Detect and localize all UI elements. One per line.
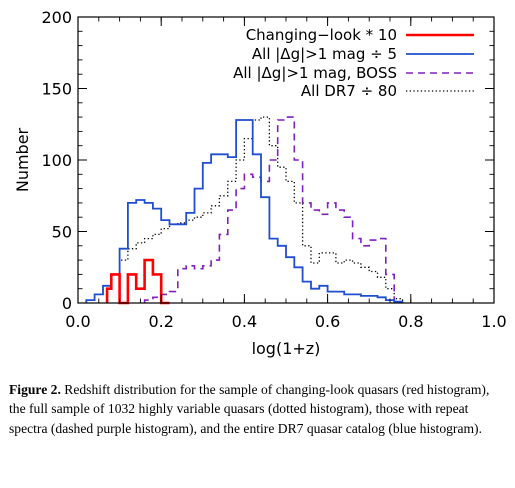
series-line-4 — [85, 116, 404, 303]
figure-caption: Figure 2. Redshift distribution for the … — [9, 380, 505, 438]
series-line-1 — [105, 258, 170, 305]
series-layer — [85, 116, 404, 305]
x-tick-label: 0.0 — [65, 312, 90, 331]
y-tick-label: 50 — [52, 223, 72, 242]
y-tick-label: 150 — [41, 80, 72, 99]
legend-label-4: All DR7 ÷ 80 — [301, 82, 397, 100]
y-axis-title: Number — [13, 127, 32, 192]
y-tick-label: 100 — [41, 151, 72, 170]
axes-layer: 0.0 0.2 0.4 0.6 0.8 1.0 0 50 100 150 200 log(1+z) Nu… — [13, 8, 507, 358]
legend-label-2: All |Δg|>1 mag ÷ 5 — [252, 45, 397, 63]
y-tick-label: 0 — [62, 294, 72, 313]
legend-label-3: All |Δg|>1 mag, BOSS — [233, 64, 397, 82]
x-tick-label: 0.4 — [232, 312, 257, 331]
x-tick-label: 1.0 — [481, 312, 506, 331]
legend-label-1: Changing−look * 10 — [246, 26, 397, 44]
x-tick-label: 0.2 — [148, 312, 173, 331]
y-tick-label: 200 — [41, 8, 72, 27]
caption-text: Redshift distribution for the sample of … — [9, 382, 490, 436]
x-tick-label: 0.8 — [398, 312, 423, 331]
x-axis-title: log(1+z) — [252, 339, 321, 358]
series-line-2 — [85, 119, 404, 303]
series-line-3 — [143, 116, 395, 303]
redshift-histogram-chart: 0.0 0.2 0.4 0.6 0.8 1.0 0 50 100 150 200 log(1+z) Nu… — [13, 8, 507, 358]
x-tick-label: 0.6 — [315, 312, 340, 331]
caption-label: Figure 2. — [9, 382, 61, 397]
